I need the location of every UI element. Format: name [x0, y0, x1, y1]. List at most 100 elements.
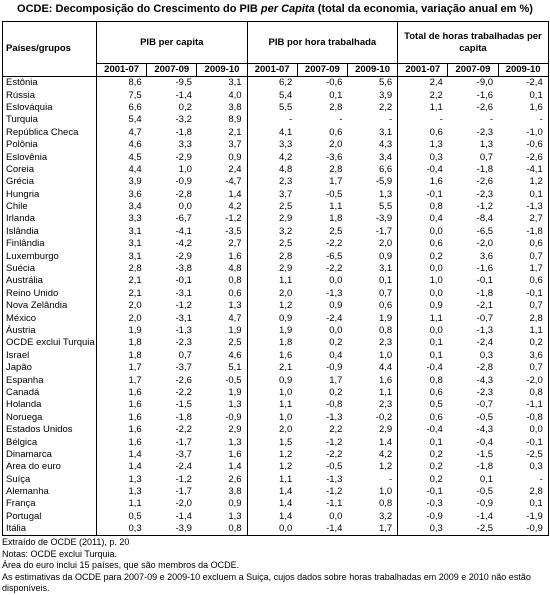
value-cell: -: [498, 473, 549, 486]
value-cell: 0,6: [498, 275, 549, 288]
country-cell: Austrália: [2, 275, 97, 288]
value-cell: 0,6: [429, 126, 443, 138]
country-cell: Rússia: [2, 89, 97, 102]
value-cell: -0,8: [326, 399, 343, 411]
value-cell: 2,1: [279, 362, 293, 374]
table-row: Eslovênia 4,5 -2,9 0,9 4,2 -3,6 3,4 0,3 0,7 -2,6: [2, 151, 549, 164]
value-cell: 0,0: [429, 225, 443, 237]
value-cell: -2,6: [476, 101, 494, 113]
value-cell: 3,1: [347, 262, 399, 276]
value-cell: -1,7: [175, 486, 192, 498]
value-cell: 0,2: [429, 461, 443, 473]
value-cell: -2,1: [476, 300, 494, 312]
table-row: Finlândia 3,1 -4,2 2,7 2,5 -2,2 2,0 0,6 -2,0 0,6: [2, 238, 549, 251]
value-cell: 0,7: [498, 361, 549, 375]
value-cell: -3,9: [146, 523, 197, 537]
value-cell: 0,1: [498, 188, 549, 201]
table-row: Áustria 1,9 -1,3 1,9 1,9 0,0 0,8 0,0 -1,3 1,1: [2, 324, 549, 338]
value-cell: 0,0: [329, 325, 343, 336]
value-cell: 1,0: [279, 386, 293, 398]
value-cell: 4,6: [196, 349, 248, 362]
table-row: Polônia 4,6 3,3 3,7 3,3 2,0 4,3 1,3 1,3 -0,6: [2, 138, 549, 152]
table-row: Coreia 4,4 1,0 2,4 4,8 2,8 6,6 -0,4 -1,8 -4,1: [2, 163, 549, 177]
value-cell: 1,9: [279, 325, 293, 336]
value-cell: 1,6: [128, 424, 142, 436]
table-row: Estados Unidos 1,6 -2,2 2,9 2,0 2,2 2,9 -0,4 -4,…: [2, 423, 549, 437]
country-cell: Noruega: [2, 411, 97, 424]
value-cell: 1,2: [279, 461, 293, 473]
value-cell: 3,3: [128, 213, 142, 225]
value-cell: 0,1: [429, 337, 443, 349]
value-cell: 2,6: [196, 473, 248, 486]
table-row: Suécia 2,8 -3,8 4,8 2,9 -2,2 3,1 0,0 -1,6 1,7: [2, 262, 549, 276]
value-cell: -9,0: [476, 77, 494, 89]
value-cell: -0,9: [476, 498, 494, 510]
value-cell: 4,8: [196, 262, 248, 276]
value-cell: 0,2: [429, 250, 443, 262]
value-cell: -0,9: [326, 362, 343, 374]
value-cell: -3,6: [326, 151, 343, 163]
table-row: Grécia 3,9 -0,9 -4,7 2,3 1,7 -5,9 1,6 -2,6 1,2: [2, 176, 549, 189]
table-row: Eslováquia 6,6 0,2 3,8 5,5 2,8 2,2 1,1 -2,6 1,6: [2, 101, 549, 115]
value-cell: 0,0: [429, 325, 443, 336]
value-cell: 3,3: [178, 139, 192, 151]
value-cell: 4,7: [196, 312, 248, 325]
table-row: Noruega 1,6 -1,8 -0,9 1,0 -1,3 -0,2 0,6 -0,5 -0,8: [2, 411, 549, 424]
value-cell: 0,6: [347, 300, 399, 313]
country-cell: Espanha: [2, 374, 97, 387]
value-cell: -2,9: [175, 151, 192, 163]
value-cell: 1,1: [279, 473, 293, 485]
value-cell: -0,4: [426, 362, 443, 374]
value-cell: 0,6: [196, 287, 248, 301]
value-cell: 0,8: [498, 386, 549, 400]
value-cell: -4,1: [175, 225, 192, 237]
value-cell: -1,3: [476, 325, 494, 336]
header-row: Países/grupos PIB per capita PIB por hora …: [2, 21, 549, 77]
value-cell: 2,8: [329, 101, 343, 113]
value-cell: 1,4: [196, 188, 248, 201]
value-cell: -1,8: [175, 126, 192, 138]
value-cell: 5,4: [279, 89, 293, 101]
value-cell: -2,3: [476, 386, 494, 398]
value-cell: -6,7: [175, 213, 192, 225]
value-cell: 0,9: [279, 312, 293, 324]
value-cell: -8,4: [476, 213, 494, 225]
value-cell: -0,4: [476, 436, 494, 448]
country-cell: Turquia: [2, 114, 97, 127]
value-cell: -2,9: [175, 250, 192, 262]
value-cell: 0,8: [196, 523, 248, 537]
value-cell: -0,1: [476, 275, 494, 287]
value-cell: 4,0: [196, 89, 248, 102]
value-cell: -1,4: [297, 523, 348, 537]
group-header: Total de horas trabalhadas per capita: [397, 21, 549, 64]
value-cell: -1,4: [175, 89, 192, 101]
value-cell: 0,0: [498, 423, 549, 437]
value-cell: 1,5: [279, 436, 293, 448]
value-cell: 1,2: [279, 448, 293, 460]
value-cell: 0,6: [429, 386, 443, 398]
page: OCDE: Decomposição do Crescimento do PIB…: [2, 3, 549, 594]
value-cell: 3,2: [279, 225, 293, 237]
value-cell: -0,7: [476, 312, 494, 324]
value-cell: -0,1: [498, 287, 549, 301]
value-cell: 2,5: [329, 225, 343, 237]
value-cell: 8,9: [196, 114, 248, 127]
value-cell: 0,2: [329, 337, 343, 349]
value-cell: 1,6: [128, 436, 142, 448]
value-cell: 1,3: [429, 139, 443, 151]
value-cell: -: [347, 114, 399, 127]
value-cell: 4,6: [128, 139, 142, 151]
value-cell: 0,9: [329, 300, 343, 312]
value-cell: -1,8: [476, 163, 494, 175]
value-cell: 1,6: [196, 250, 248, 263]
value-cell: 6,6: [128, 101, 142, 113]
value-cell: -0,7: [476, 399, 494, 411]
country-cell: Hungria: [2, 188, 97, 201]
value-cell: -0,9: [196, 411, 248, 424]
value-cell: 3,4: [128, 201, 142, 213]
table: Países/grupos PIB per capita PIB por hora …: [2, 21, 549, 537]
value-cell: 1,6: [429, 176, 443, 188]
value-cell: -2,2: [175, 386, 192, 398]
value-cell: 1,9: [128, 325, 142, 336]
table-row: Rússia 7,5 -1,4 4,0 5,4 0,1 3,9 2,2 -1,6 0,1: [2, 89, 549, 102]
